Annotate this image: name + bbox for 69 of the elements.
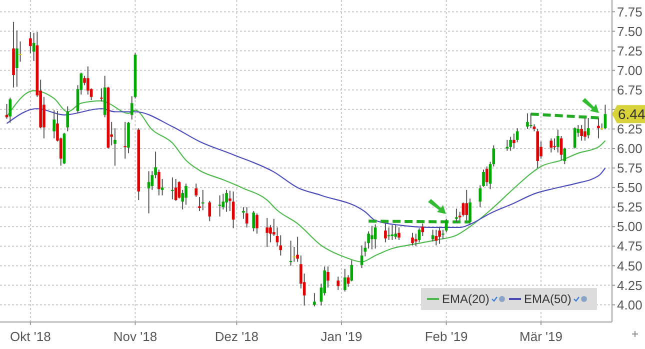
line-series: [6, 108, 606, 228]
candlestick: [398, 226, 400, 240]
y-tick-label: 5.50: [617, 180, 642, 196]
candlestick: [147, 170, 150, 214]
candlestick: [256, 212, 258, 234]
candlestick: [218, 194, 222, 217]
candlestick: [201, 189, 204, 211]
candlestick: [584, 118, 586, 142]
candlestick: [526, 112, 529, 130]
x-tick-label: Okt '18: [10, 329, 51, 344]
candlestick: [208, 200, 212, 222]
legend-label: EMA(50): [524, 292, 572, 306]
candlestick: [509, 136, 512, 152]
candlestick: [485, 166, 488, 187]
y-tick-label: 7.25: [617, 43, 642, 58]
candlestick: [387, 226, 390, 240]
y-tick-label: 7.00: [617, 62, 642, 78]
candlestick: [455, 208, 458, 222]
y-tick-label: 4.75: [617, 238, 642, 254]
y-tick-label: 4.25: [617, 278, 642, 293]
candlestick: [550, 138, 553, 153]
y-tick-label: 6.25: [617, 122, 642, 137]
candlestick: [438, 226, 441, 244]
candlestick: [289, 240, 292, 266]
candlestick: [431, 229, 434, 242]
candlestick: [266, 218, 269, 248]
y-tick-label: 6.00: [617, 141, 642, 156]
candlestick: [124, 121, 127, 160]
text: 6.44: [618, 106, 645, 122]
candlestick: [18, 40, 22, 62]
candlestick: [232, 190, 235, 229]
candlestick: [252, 210, 255, 232]
candlestick: [16, 30, 18, 88]
candlestick: [8, 97, 12, 124]
candlestick: [313, 292, 316, 307]
y-tick-label: 5.00: [617, 219, 642, 234]
x-tick-label: Mär '19: [520, 329, 562, 344]
x-tick-label: Dez '18: [214, 329, 259, 344]
candlestick: [171, 176, 174, 200]
candlestick: [100, 88, 103, 102]
x-tick-label: Jan '19: [320, 329, 362, 344]
y-tick-label: 6.75: [617, 82, 642, 98]
candlestick: [384, 223, 387, 243]
candlestick: [360, 244, 364, 269]
y-tick-label: 4.00: [617, 297, 642, 312]
y-tick-label: 7.50: [617, 24, 642, 39]
x-tick-label: Nov '18: [113, 329, 158, 344]
candlestick: [370, 225, 374, 250]
candlestick: [326, 266, 330, 288]
candlestick: [465, 189, 468, 221]
candlestick: [52, 110, 56, 139]
candlestick: [529, 112, 532, 129]
candlestick: [553, 138, 556, 151]
candlestick: [597, 118, 600, 139]
candlestick: [194, 183, 198, 198]
candlestick: [336, 276, 340, 290]
candlestick: [184, 183, 188, 206]
y-tick-label: 4.50: [617, 258, 642, 274]
candlestick: [411, 232, 414, 246]
y-tick-label: 5.25: [617, 200, 642, 215]
candlestick: [225, 189, 228, 212]
y-tick-label: 7.75: [617, 4, 642, 20]
x-tick-label: Feb '19: [424, 329, 468, 344]
candlestick: [462, 202, 465, 217]
y-tick-label: 5.75: [617, 160, 642, 176]
candlestick: [343, 268, 346, 292]
candlestick: [66, 106, 70, 132]
legend-label: EMA(20): [442, 292, 490, 306]
candlestick: [394, 224, 397, 240]
